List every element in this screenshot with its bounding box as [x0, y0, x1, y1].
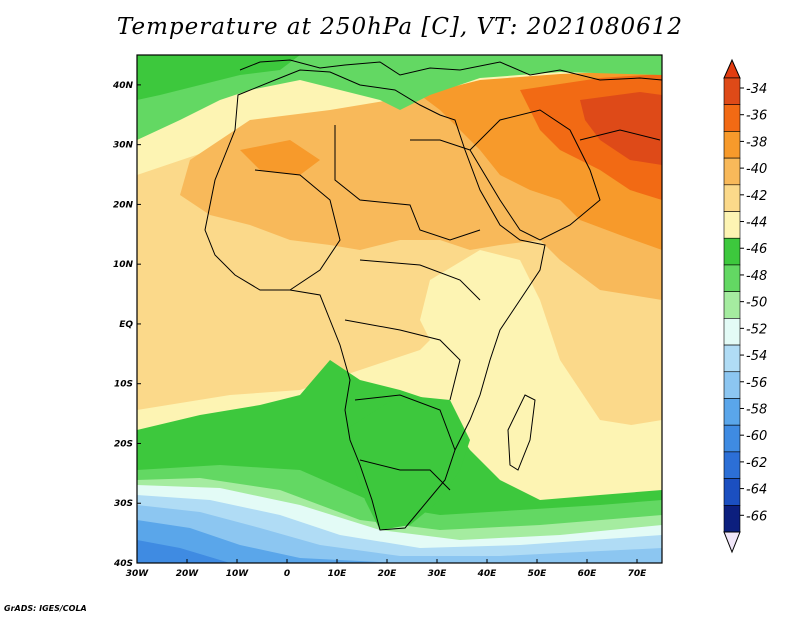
colorbar-swatch [723, 104, 741, 132]
colorbar-label: -60 [746, 429, 767, 444]
lon-tick-label: 0 [284, 569, 290, 579]
lat-tick-label: 10N [113, 260, 134, 270]
lon-tick-label: 30W [126, 569, 150, 579]
lat-tick-label: 40S [113, 559, 133, 569]
colorbar-swatch [723, 131, 741, 159]
colorbar-label: -64 [746, 483, 767, 498]
colorbar-swatch [723, 451, 741, 479]
lat-tick-label: 40N [112, 81, 134, 91]
colorbar-label: -44 [746, 216, 767, 231]
latitude-ticks: 40N 30N 20N 10N EQ 10S 20S 30S 40S [112, 81, 141, 569]
lon-tick-label: 10E [328, 569, 348, 579]
lon-tick-label: 20W [176, 569, 200, 579]
lat-tick-label: 30N [113, 141, 134, 151]
plot-frame [136, 54, 663, 564]
colorbar-label: -66 [746, 509, 767, 524]
lon-tick-label: 30E [428, 569, 448, 579]
colorbar-label: -54 [746, 349, 767, 364]
colorbar-swatch [723, 478, 741, 506]
colorbar-swatch [723, 184, 741, 212]
colorbar-label: -62 [746, 456, 767, 471]
lon-tick-label: 60E [578, 569, 598, 579]
colorbar-label: -36 [746, 109, 767, 124]
longitude-ticks: 30W 20W 10W 0 10E 20E 30E 40E 50E 60E 70E [126, 559, 647, 579]
colorbar-swatch [723, 264, 741, 292]
grads-credit: GrADS: IGES/COLA [4, 604, 87, 613]
colorbar-swatch [723, 211, 741, 239]
colorbar-label: -48 [746, 269, 767, 284]
lat-tick-label: 20N [113, 200, 134, 210]
lon-tick-label: 40E [477, 569, 498, 579]
lat-tick-label: 10S [114, 380, 133, 390]
colorbar-top-arrow [723, 58, 741, 79]
lon-tick-label: 70E [628, 569, 648, 579]
colorbar-label: -52 [746, 322, 767, 337]
colorbar-label: -58 [746, 402, 767, 417]
colorbar-swatch [723, 398, 741, 426]
colorbar-swatch [723, 344, 741, 373]
colorbar-label: -40 [746, 162, 767, 177]
lon-tick-label: 50E [528, 569, 548, 579]
lat-tick-label: 20S [114, 439, 133, 449]
map-title: Temperature at 250hPa [C], VT: 202108061… [116, 14, 684, 40]
colorbar-label: -56 [746, 376, 767, 391]
colorbar-label: -50 [746, 296, 767, 311]
colorbar-swatch [723, 504, 741, 533]
colorbar-label: -42 [746, 189, 767, 204]
colorbar-swatch [723, 424, 741, 453]
colorbar-swatch [723, 318, 741, 346]
lon-tick-label: 20E [378, 569, 398, 579]
colorbar-label: -38 [746, 135, 767, 150]
lat-tick-label: EQ [119, 320, 133, 330]
colorbar: -34 -36 -38 -40 -42 -44 -46 -48 -50 -52 -54 -56 -58 -… [723, 58, 767, 554]
colorbar-swatch [723, 157, 741, 186]
colorbar-swatch [723, 371, 741, 399]
lon-tick-label: 10W [226, 569, 250, 579]
colorbar-bottom-arrow [723, 531, 741, 554]
colorbar-swatch [723, 237, 741, 266]
colorbar-label: -34 [746, 82, 767, 97]
colorbar-swatch [723, 291, 741, 319]
temperature-field [137, 55, 662, 563]
lat-tick-label: 30S [114, 499, 133, 509]
colorbar-label: -46 [746, 242, 767, 257]
colorbar-swatch [723, 77, 741, 106]
coastline-boundaries [204, 59, 662, 531]
